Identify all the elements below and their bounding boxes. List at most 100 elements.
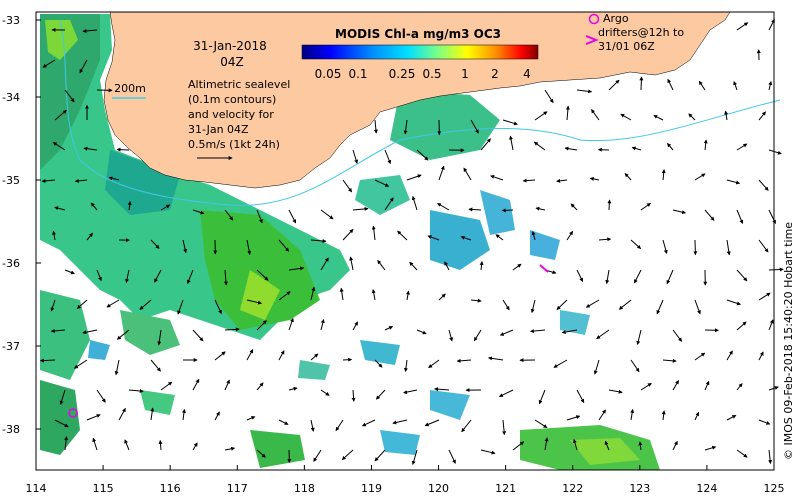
velocity-arrow xyxy=(416,329,427,335)
date-line1: 31-Jan-2018 xyxy=(193,39,267,53)
velocity-arrow xyxy=(672,380,679,391)
velocity-arrow xyxy=(724,110,729,121)
velocity-arrow xyxy=(564,146,578,151)
velocity-arrow xyxy=(694,299,701,315)
velocity-arrow xyxy=(96,389,106,403)
velocity-arrow xyxy=(361,419,376,427)
velocity-arrow xyxy=(473,329,482,342)
x-tick-label: 124 xyxy=(696,482,717,495)
velocity-arrow xyxy=(64,269,75,275)
velocity-arrow xyxy=(566,230,574,241)
x-axis: 114 115 116 117 118 119 120 121 122 123 124 125 xyxy=(26,465,785,495)
velocity-arrow xyxy=(529,329,546,334)
velocity-arrow xyxy=(246,416,256,421)
svg-text:and velocity for: and velocity for xyxy=(188,108,274,121)
velocity-arrow xyxy=(589,176,600,181)
velocity-arrow xyxy=(758,239,769,253)
velocity-arrow xyxy=(605,269,610,285)
velocity-arrow xyxy=(341,449,354,461)
velocity-arrow xyxy=(246,299,262,305)
velocity-arrow xyxy=(726,179,741,185)
velocity-arrow xyxy=(278,419,289,425)
velocity-arrow xyxy=(54,206,66,211)
velocity-arrow xyxy=(703,139,708,151)
velocity-arrow xyxy=(726,414,737,421)
velocity-arrow xyxy=(631,146,642,151)
velocity-arrow xyxy=(639,76,644,91)
velocity-arrow xyxy=(409,261,418,271)
velocity-arrow xyxy=(288,209,297,224)
velocity-arrow xyxy=(726,239,731,256)
velocity-arrow xyxy=(640,382,652,391)
svg-text:MODIS Chl-a mg/m3 OC3: MODIS Chl-a mg/m3 OC3 xyxy=(335,27,501,41)
velocity-arrow xyxy=(672,209,687,215)
velocity-arrow xyxy=(116,147,130,152)
velocity-arrow xyxy=(498,389,514,398)
velocity-arrow xyxy=(82,329,98,335)
velocity-arrow xyxy=(256,209,263,224)
velocity-arrow xyxy=(139,299,152,310)
velocity-arrow xyxy=(556,178,568,183)
velocity-arrow xyxy=(150,359,161,372)
velocity-arrow xyxy=(377,259,386,271)
velocity-arrow xyxy=(509,135,514,151)
velocity-arrow xyxy=(758,292,771,301)
velocity-arrow xyxy=(406,174,422,181)
velocity-arrow xyxy=(403,389,418,395)
velocity-arrow xyxy=(534,419,548,429)
velocity-arrow xyxy=(585,299,600,308)
sealevel-legend: Altimetric sealevel (0.1m contours) and … xyxy=(188,78,290,160)
velocity-arrow xyxy=(736,269,748,282)
svg-text:0.5: 0.5 xyxy=(422,67,441,81)
velocity-arrow xyxy=(64,89,75,103)
velocity-arrow xyxy=(448,329,454,342)
velocity-arrow xyxy=(79,59,88,74)
velocity-arrow xyxy=(127,200,132,211)
svg-text:0.25: 0.25 xyxy=(389,67,416,81)
velocity-arrow xyxy=(661,410,666,421)
velocity-arrow xyxy=(278,239,290,252)
velocity-arrow xyxy=(186,269,194,285)
velocity-arrow xyxy=(438,293,446,301)
velocity-arrow xyxy=(374,359,383,368)
velocity-arrow xyxy=(310,239,327,244)
velocity-arrow xyxy=(522,178,536,183)
velocity-arrow xyxy=(320,257,329,271)
velocity-arrow xyxy=(538,389,546,405)
x-tick-label: 125 xyxy=(764,482,785,495)
argo-drifter-track xyxy=(539,264,549,273)
velocity-arrow xyxy=(620,113,632,121)
velocity-arrow xyxy=(42,59,56,68)
velocity-arrow xyxy=(736,209,744,225)
velocity-arrow xyxy=(224,327,240,332)
velocity-arrow xyxy=(570,203,578,211)
velocity-arrow xyxy=(59,389,66,405)
velocity-arrow xyxy=(736,383,743,391)
velocity-arrow xyxy=(576,89,593,94)
y-axis: -33 -34 -35 -36 -37 -38 xyxy=(2,14,41,436)
velocity-arrow xyxy=(427,235,440,241)
velocity-arrow xyxy=(335,419,344,432)
velocity-arrow xyxy=(182,239,188,254)
velocity-arrow xyxy=(566,415,581,421)
velocity-arrow xyxy=(288,317,294,331)
velocity-arrow xyxy=(758,179,769,191)
velocity-arrow xyxy=(384,149,392,165)
velocity-arrow xyxy=(150,239,160,249)
velocity-arrow xyxy=(667,142,674,151)
land-mass xyxy=(103,11,731,189)
velocity-arrow xyxy=(214,411,220,421)
velocity-arrow xyxy=(73,359,88,369)
velocity-arrow xyxy=(463,167,472,181)
velocity-arrow xyxy=(672,440,678,451)
y-tick-label: -34 xyxy=(2,91,20,104)
velocity-arrow xyxy=(310,286,316,301)
velocity-arrow xyxy=(656,299,664,315)
velocity-arrow xyxy=(593,359,600,375)
velocity-arrow xyxy=(490,174,504,181)
velocity-arrow xyxy=(128,389,144,393)
velocity-arrow xyxy=(214,299,222,315)
velocity-arrow xyxy=(694,352,706,361)
velocity-arrow xyxy=(224,379,230,391)
argo-drifter-marker xyxy=(68,408,78,418)
